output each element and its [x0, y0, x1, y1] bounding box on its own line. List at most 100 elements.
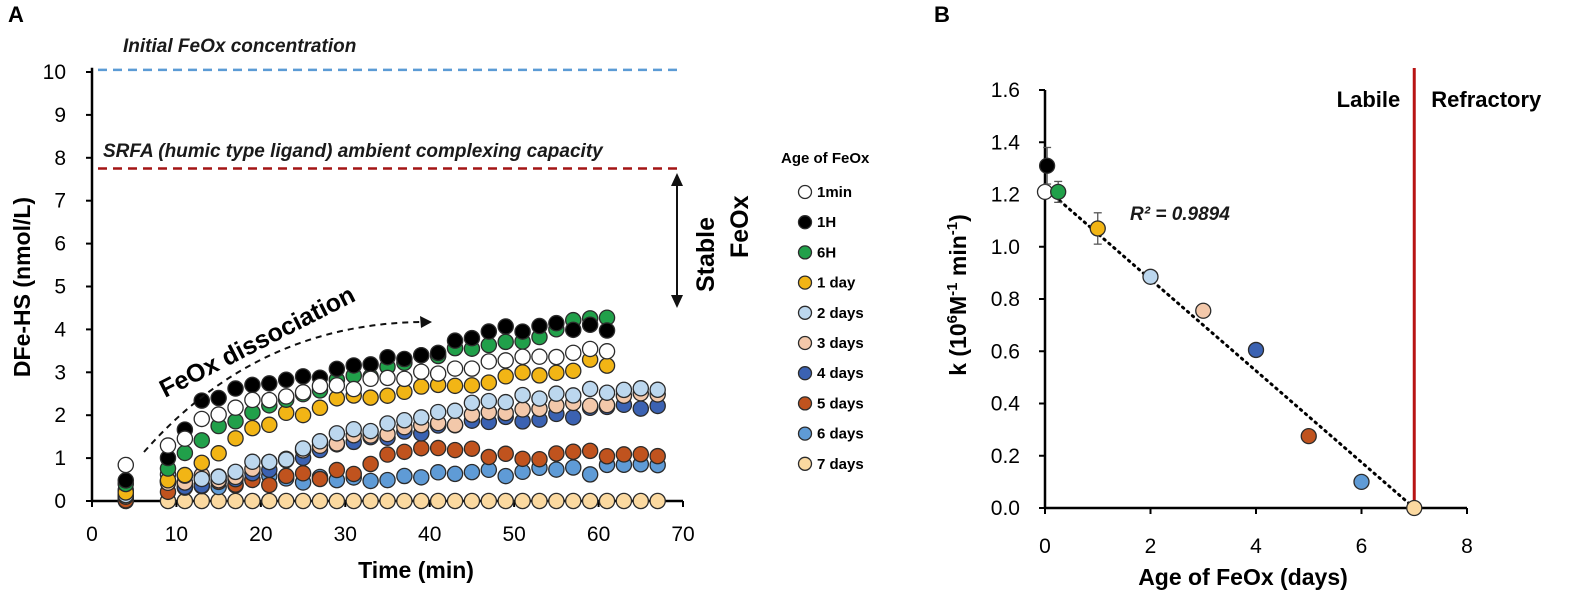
point-5-days [581, 442, 599, 460]
point-5-days [564, 443, 582, 460]
point-2-days [649, 381, 666, 399]
point-1H [345, 357, 362, 374]
point-2-days [531, 390, 548, 407]
panel-b-axes: 0.0 0.2 0.4 0.6 0.8 1.0 1.2 1.4 1.6 0 2 4 6 8 [991, 68, 1473, 558]
point-1-day [564, 362, 582, 380]
point-5-days [531, 450, 548, 468]
point-1min [117, 456, 135, 474]
initial-concentration-label: Initial FeOx concentration [123, 36, 356, 57]
point-1min [193, 410, 211, 428]
legend-marker [797, 456, 813, 471]
point-1min [497, 352, 514, 369]
y-tick-label: 0.4 [991, 393, 1021, 416]
stable-feox-label: FeOx [726, 195, 754, 258]
point-2-days [429, 403, 447, 421]
point-5-days [463, 440, 481, 457]
point-1-day [480, 374, 498, 391]
point-1-day [463, 377, 481, 394]
point-2-days [193, 470, 211, 488]
legend-label: 3 days [817, 335, 864, 352]
point-1min [210, 406, 227, 423]
point-6-days [362, 472, 379, 490]
point-1H [294, 368, 312, 385]
point-7-days [311, 492, 329, 510]
point-6-days [1353, 473, 1370, 491]
point-1H [548, 314, 565, 332]
point-1H [480, 323, 498, 340]
point-1min [159, 437, 177, 454]
y-tick-label: 2 [54, 404, 66, 427]
point-7-days [244, 492, 261, 510]
y-tick-label: 1.4 [991, 131, 1021, 154]
dissociation-arrowhead [420, 316, 432, 328]
point-3-days [581, 397, 599, 414]
point-1min [362, 370, 379, 388]
point-1H [244, 376, 261, 394]
point-7-days [480, 492, 498, 510]
panel-b-label: B [934, 2, 950, 27]
legend-marker [797, 215, 813, 230]
x-tick-label: 2 [1145, 535, 1157, 558]
panel-b-x-axis-title: Age of FeOx (days) [1138, 564, 1348, 590]
point-5-days [277, 467, 295, 485]
point-7-days [497, 492, 514, 510]
stable-arrow-top [671, 173, 683, 186]
point-5-days [649, 447, 666, 465]
panel-b-y-axis-title: k (106M-1 min-1) [944, 214, 971, 376]
refractory-region-label: Refractory [1431, 87, 1542, 112]
legend-marker [797, 426, 813, 441]
legend-title: Age of FeOx [781, 150, 870, 167]
legend-label: 2 days [817, 305, 864, 322]
point-5-days [379, 446, 396, 463]
point-1H [446, 332, 464, 349]
point-2-days [345, 420, 362, 438]
point-4-days [1247, 341, 1265, 359]
labile-region-label: Labile [1337, 87, 1401, 112]
point-1-day [261, 416, 278, 434]
point-2-days [1142, 268, 1159, 285]
y-tick-label: 0.8 [991, 288, 1020, 311]
point-1min [294, 384, 312, 401]
x-tick-label: 50 [502, 523, 525, 546]
point-6-days [463, 463, 481, 481]
point-5-days [514, 450, 531, 468]
legend-label: 7 days [817, 456, 864, 473]
point-2-days [379, 415, 396, 432]
point-1min [429, 365, 447, 382]
point-7-days [581, 492, 599, 510]
point-4-days [632, 400, 650, 417]
point-1min [345, 380, 362, 398]
point-5-days [328, 461, 346, 479]
point-7-days [277, 492, 295, 510]
point-7-days [193, 492, 211, 510]
point-1H [463, 329, 481, 347]
point-1min [277, 388, 295, 405]
point-1min [548, 348, 565, 366]
stable-arrow-bottom [671, 295, 683, 308]
legend-marker [797, 366, 813, 381]
point-5-days [362, 455, 379, 473]
point-1-day [379, 387, 396, 404]
point-2-days [311, 433, 329, 450]
y-tick-label: 1.6 [991, 79, 1020, 102]
point-1H [396, 350, 413, 368]
y-tick-label: 1.0 [991, 236, 1020, 259]
point-7-days [446, 492, 464, 510]
point-7-days [227, 492, 244, 510]
panel-a: A 0 1 2 3 4 5 6 7 8 9 10 0 10 20 30 40 50 60 70 Age of FeO… [8, 2, 870, 583]
point-1min [396, 370, 413, 388]
point-5-days [632, 446, 650, 463]
legend-marker [797, 335, 813, 351]
point-2-days [548, 385, 565, 402]
point-1-day [1089, 220, 1106, 237]
legend-marker [797, 245, 813, 260]
point-5-days [396, 443, 413, 461]
y-tick-label: 8 [54, 147, 66, 170]
point-2-days [446, 402, 464, 420]
point-6-days [497, 467, 514, 485]
point-7-days [514, 492, 531, 510]
point-7-days [548, 492, 565, 510]
legend-label: 1min [817, 184, 852, 201]
point-1H [1038, 157, 1056, 174]
